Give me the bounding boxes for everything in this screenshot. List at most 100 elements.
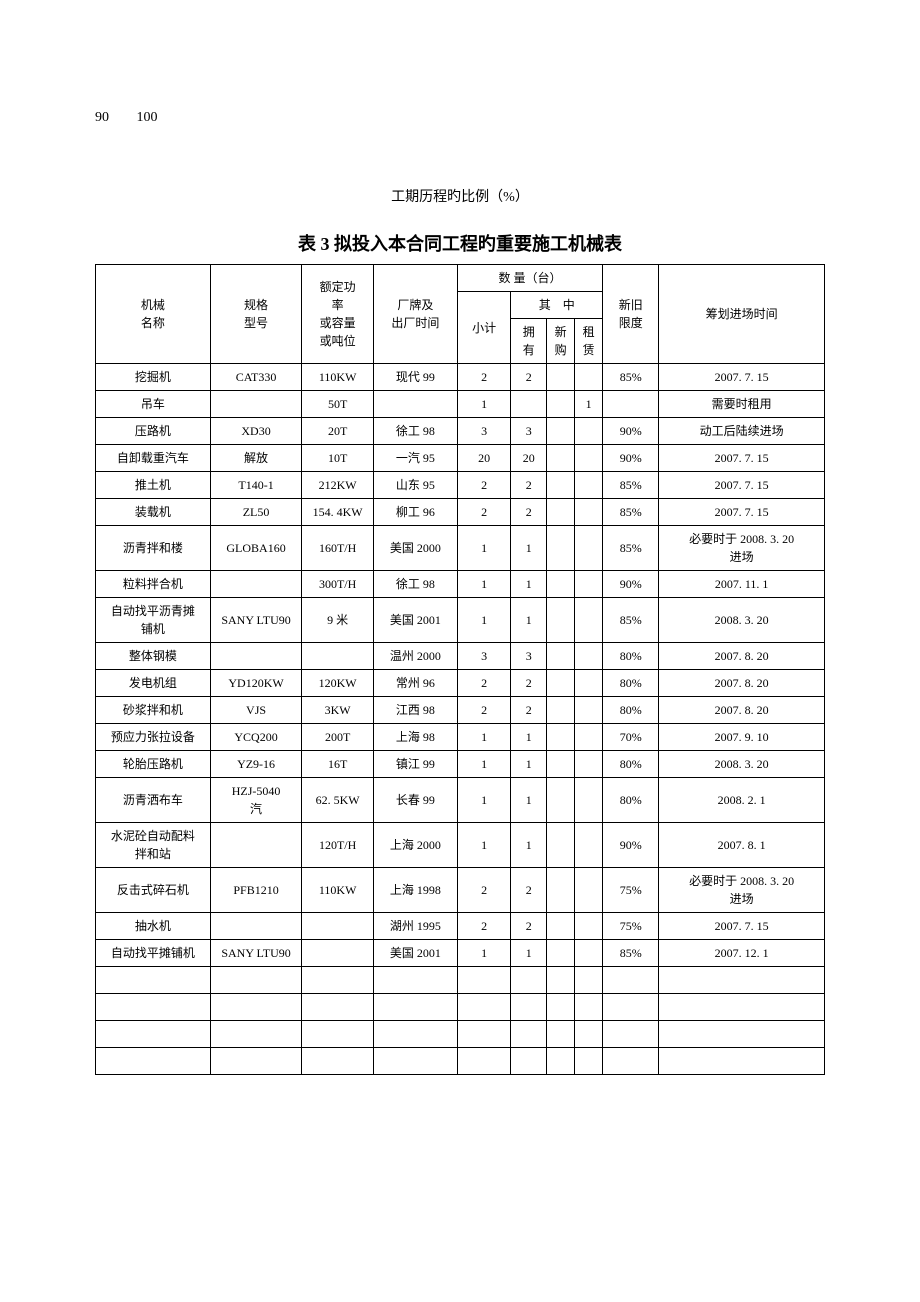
cell-model: HZJ-5040汽 xyxy=(210,778,302,823)
cell-sub: 2 xyxy=(457,697,511,724)
cell-power: 110KW xyxy=(302,364,373,391)
cell-power: 120T/H xyxy=(302,823,373,868)
table-row: 挖掘机CAT330110KW现代 992285%2007. 7. 15 xyxy=(96,364,825,391)
cell-sub: 3 xyxy=(457,643,511,670)
table-row: 轮胎压路机YZ9-1616T镇江 991180%2008. 3. 20 xyxy=(96,751,825,778)
cell-model: CAT330 xyxy=(210,364,302,391)
cell-brand: 江西 98 xyxy=(373,697,457,724)
cell-empty xyxy=(659,1048,825,1075)
h-power: 额定功率或容量或吨位 xyxy=(302,265,373,364)
cell-model xyxy=(210,913,302,940)
cell-cond: 90% xyxy=(603,418,659,445)
cell-name: 水泥砼自动配料拌和站 xyxy=(96,823,211,868)
table-row: 预应力张拉设备YCQ200200T上海 981170%2007. 9. 10 xyxy=(96,724,825,751)
cell-empty xyxy=(511,1021,547,1048)
cell-model: T140-1 xyxy=(210,472,302,499)
cell-name: 轮胎压路机 xyxy=(96,751,211,778)
cell-model xyxy=(210,571,302,598)
cell-empty xyxy=(373,967,457,994)
cell-empty xyxy=(96,1048,211,1075)
cell-rent xyxy=(575,598,603,643)
h-condition: 新旧限度 xyxy=(603,265,659,364)
table-row: 水泥砼自动配料拌和站120T/H上海 20001190%2007. 8. 1 xyxy=(96,823,825,868)
h-qty-group: 数 量（台） xyxy=(457,265,602,292)
cell-own: 2 xyxy=(511,868,547,913)
cell-rent xyxy=(575,751,603,778)
table-row: 沥青洒布车HZJ-5040汽62. 5KW长春 991180%2008. 2. … xyxy=(96,778,825,823)
cell-plan: 2007. 8. 1 xyxy=(659,823,825,868)
table-row: 砂浆拌和机VJS3KW江西 982280%2007. 8. 20 xyxy=(96,697,825,724)
cell-brand: 美国 2000 xyxy=(373,526,457,571)
cell-plan: 2007. 7. 15 xyxy=(659,445,825,472)
cell-empty xyxy=(457,967,511,994)
cell-rent xyxy=(575,778,603,823)
cell-rent xyxy=(575,472,603,499)
cell-plan: 2008. 3. 20 xyxy=(659,598,825,643)
cell-buy xyxy=(547,913,575,940)
cell-own: 2 xyxy=(511,697,547,724)
cell-cond: 80% xyxy=(603,751,659,778)
cell-power: 300T/H xyxy=(302,571,373,598)
cell-rent xyxy=(575,418,603,445)
cell-plan: 2007. 8. 20 xyxy=(659,670,825,697)
num-90: 90 xyxy=(95,110,109,125)
cell-name: 自卸载重汽车 xyxy=(96,445,211,472)
cell-brand: 上海 2000 xyxy=(373,823,457,868)
table-row: 抽水机湖州 19952275%2007. 7. 15 xyxy=(96,913,825,940)
cell-own: 2 xyxy=(511,364,547,391)
cell-own xyxy=(511,391,547,418)
cell-empty xyxy=(575,967,603,994)
cell-cond: 75% xyxy=(603,913,659,940)
cell-brand: 美国 2001 xyxy=(373,940,457,967)
cell-power: 200T xyxy=(302,724,373,751)
cell-model: 解放 xyxy=(210,445,302,472)
cell-sub: 2 xyxy=(457,868,511,913)
cell-buy xyxy=(547,670,575,697)
cell-plan: 2007. 7. 15 xyxy=(659,913,825,940)
cell-own: 1 xyxy=(511,571,547,598)
cell-empty xyxy=(457,994,511,1021)
cell-empty xyxy=(575,1048,603,1075)
cell-brand: 徐工 98 xyxy=(373,571,457,598)
cell-rent xyxy=(575,499,603,526)
cell-name: 自动找平沥青摊铺机 xyxy=(96,598,211,643)
cell-own: 3 xyxy=(511,643,547,670)
cell-own: 1 xyxy=(511,526,547,571)
cell-empty xyxy=(547,967,575,994)
cell-power: 120KW xyxy=(302,670,373,697)
cell-rent xyxy=(575,445,603,472)
cell-empty xyxy=(511,967,547,994)
table-row: 压路机XD3020T徐工 983390%动工后陆续进场 xyxy=(96,418,825,445)
cell-plan: 动工后陆续进场 xyxy=(659,418,825,445)
cell-plan: 需要时租用 xyxy=(659,391,825,418)
cell-empty xyxy=(603,1021,659,1048)
cell-sub: 2 xyxy=(457,499,511,526)
cell-brand: 山东 95 xyxy=(373,472,457,499)
cell-power: 9 米 xyxy=(302,598,373,643)
num-100: 100 xyxy=(137,110,158,125)
h-own: 拥有 xyxy=(511,319,547,364)
cell-empty xyxy=(511,994,547,1021)
cell-name: 粒料拌合机 xyxy=(96,571,211,598)
cell-name: 整体钢模 xyxy=(96,643,211,670)
cell-buy xyxy=(547,697,575,724)
cell-model: VJS xyxy=(210,697,302,724)
cell-own: 1 xyxy=(511,823,547,868)
cell-sub: 1 xyxy=(457,724,511,751)
cell-buy xyxy=(547,940,575,967)
h-buy: 新购 xyxy=(547,319,575,364)
cell-brand: 常州 96 xyxy=(373,670,457,697)
cell-rent: 1 xyxy=(575,391,603,418)
top-numbers: 90 100 xyxy=(95,110,825,126)
cell-own: 2 xyxy=(511,670,547,697)
cell-rent xyxy=(575,724,603,751)
cell-model xyxy=(210,823,302,868)
h-brand: 厂牌及出厂时间 xyxy=(373,265,457,364)
cell-empty xyxy=(96,1021,211,1048)
cell-model: YZ9-16 xyxy=(210,751,302,778)
cell-cond xyxy=(603,391,659,418)
cell-empty xyxy=(457,1021,511,1048)
cell-model: SANY LTU90 xyxy=(210,598,302,643)
cell-plan: 2007. 7. 15 xyxy=(659,499,825,526)
table-row: 沥青拌和楼GLOBA160160T/H美国 20001185%必要时于 2008… xyxy=(96,526,825,571)
